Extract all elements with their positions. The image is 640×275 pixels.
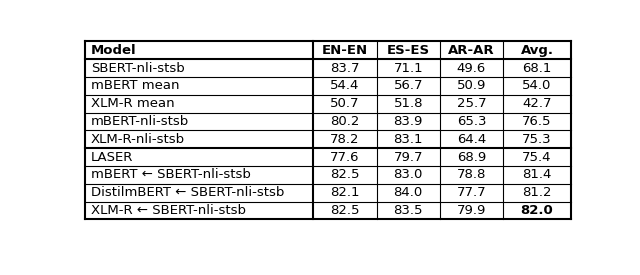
Text: 81.2: 81.2 — [522, 186, 552, 199]
Text: 77.6: 77.6 — [330, 151, 360, 164]
Text: 65.3: 65.3 — [457, 115, 486, 128]
Text: XLM-R ← SBERT-nli-stsb: XLM-R ← SBERT-nli-stsb — [91, 204, 246, 217]
Text: 49.6: 49.6 — [457, 62, 486, 75]
Text: 82.0: 82.0 — [520, 204, 554, 217]
Text: 51.8: 51.8 — [394, 97, 423, 110]
Text: 68.9: 68.9 — [457, 151, 486, 164]
Text: EN-EN: EN-EN — [322, 44, 368, 57]
Text: 50.9: 50.9 — [457, 79, 486, 92]
Text: mBERT ← SBERT-nli-stsb: mBERT ← SBERT-nli-stsb — [91, 168, 251, 182]
Text: LASER: LASER — [91, 151, 133, 164]
Text: 76.5: 76.5 — [522, 115, 552, 128]
Text: Model: Model — [91, 44, 136, 57]
Text: 54.4: 54.4 — [330, 79, 360, 92]
Text: 82.1: 82.1 — [330, 186, 360, 199]
Text: ES-ES: ES-ES — [387, 44, 430, 57]
Text: 78.2: 78.2 — [330, 133, 360, 146]
Text: 50.7: 50.7 — [330, 97, 360, 110]
Text: XLM-R mean: XLM-R mean — [91, 97, 175, 110]
Text: 54.0: 54.0 — [522, 79, 552, 92]
Text: 83.5: 83.5 — [394, 204, 423, 217]
Text: 77.7: 77.7 — [456, 186, 486, 199]
Text: 83.1: 83.1 — [394, 133, 423, 146]
Text: 68.1: 68.1 — [522, 62, 552, 75]
Text: Avg.: Avg. — [520, 44, 554, 57]
Text: SBERT-nli-stsb: SBERT-nli-stsb — [91, 62, 185, 75]
Text: mBERT-nli-stsb: mBERT-nli-stsb — [91, 115, 189, 128]
Text: 56.7: 56.7 — [394, 79, 423, 92]
Text: 75.3: 75.3 — [522, 133, 552, 146]
Text: 79.9: 79.9 — [457, 204, 486, 217]
Text: 83.7: 83.7 — [330, 62, 360, 75]
Text: 83.9: 83.9 — [394, 115, 423, 128]
Text: 81.4: 81.4 — [522, 168, 552, 182]
Text: 42.7: 42.7 — [522, 97, 552, 110]
Text: 78.8: 78.8 — [457, 168, 486, 182]
Text: 64.4: 64.4 — [457, 133, 486, 146]
Text: DistilmBERT ← SBERT-nli-stsb: DistilmBERT ← SBERT-nli-stsb — [91, 186, 284, 199]
Text: 75.4: 75.4 — [522, 151, 552, 164]
Text: 82.5: 82.5 — [330, 204, 360, 217]
Text: 79.7: 79.7 — [394, 151, 423, 164]
Text: 82.5: 82.5 — [330, 168, 360, 182]
Text: 83.0: 83.0 — [394, 168, 423, 182]
Text: 25.7: 25.7 — [456, 97, 486, 110]
Text: 80.2: 80.2 — [330, 115, 360, 128]
Text: 71.1: 71.1 — [394, 62, 423, 75]
Text: mBERT mean: mBERT mean — [91, 79, 179, 92]
Text: AR-AR: AR-AR — [448, 44, 495, 57]
Text: XLM-R-nli-stsb: XLM-R-nli-stsb — [91, 133, 185, 146]
Text: 84.0: 84.0 — [394, 186, 423, 199]
